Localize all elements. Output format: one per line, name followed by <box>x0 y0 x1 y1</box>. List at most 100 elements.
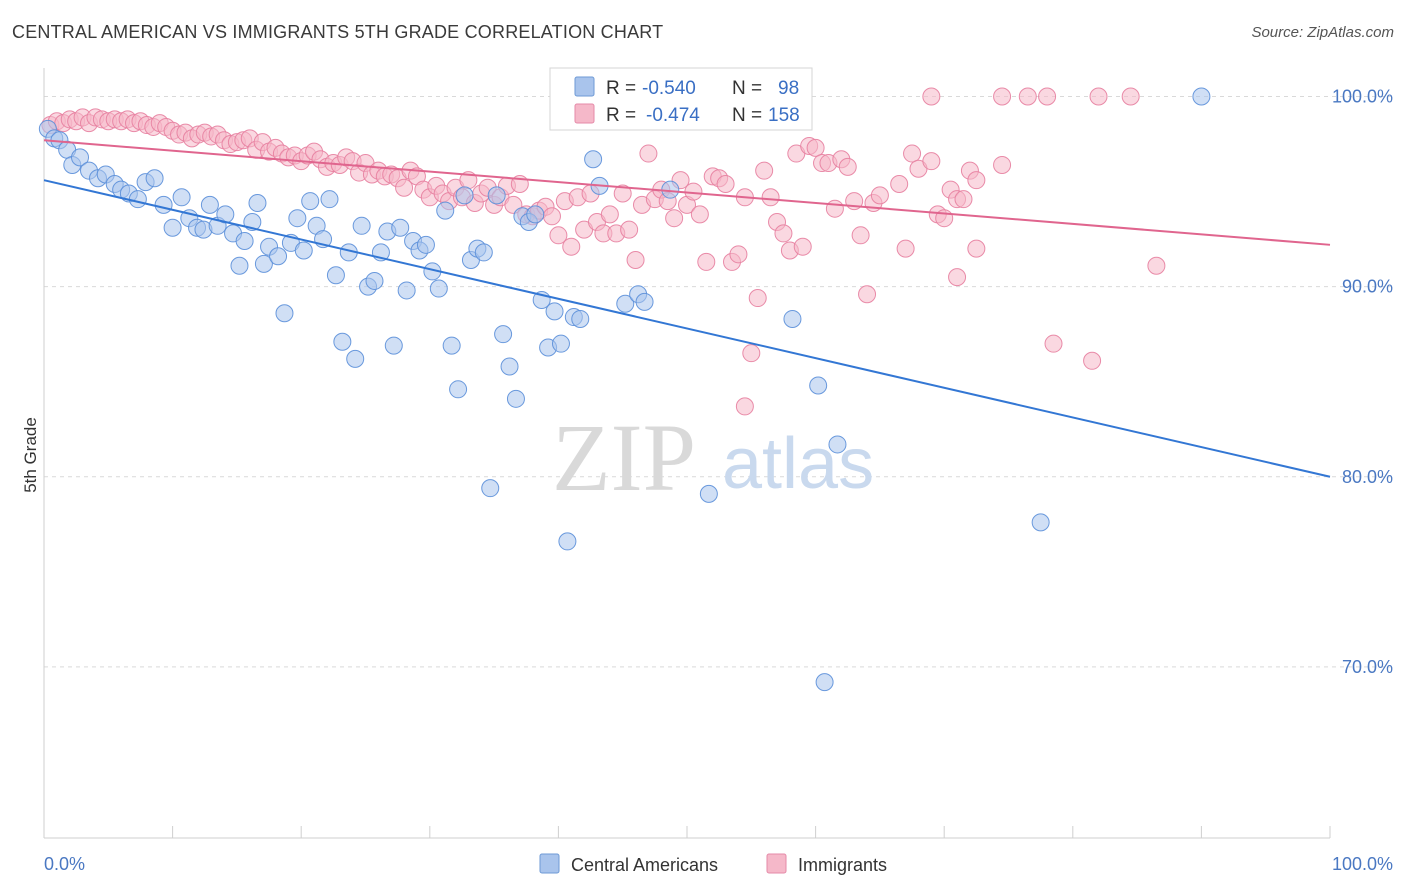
central-american-point <box>346 349 365 368</box>
y-tick-label: 100.0% <box>1332 87 1393 107</box>
central-american-point <box>397 281 416 300</box>
immigrant-point <box>948 268 967 287</box>
series-immigrants <box>41 87 1166 416</box>
central-american-point <box>551 334 570 353</box>
immigrant-point <box>903 144 922 163</box>
bottom-legend-label-immigrants: Immigrants <box>798 855 887 875</box>
trend-line-central-americans <box>43 179 1331 478</box>
central-american-point <box>500 357 519 376</box>
immigrant-point <box>761 188 780 207</box>
central-american-point <box>1031 513 1050 532</box>
central-american-point <box>254 254 273 273</box>
central-american-point <box>235 232 254 251</box>
legend-r-label-immigrants: R = <box>606 105 636 126</box>
central-american-point <box>526 205 545 224</box>
immigrant-point <box>1018 87 1037 106</box>
immigrant-point <box>716 174 735 193</box>
trend-line-immigrants <box>43 139 1331 246</box>
immigrant-point <box>774 224 793 243</box>
immigrant-point <box>742 344 761 363</box>
central-american-point <box>1192 87 1211 106</box>
central-american-point <box>200 195 219 214</box>
immigrant-point <box>922 87 941 106</box>
central-american-point <box>436 201 455 220</box>
immigrant-point <box>838 157 857 176</box>
central-american-point <box>584 150 603 169</box>
legend-n-label-central: N = <box>732 78 762 99</box>
y-axis-label: 5th Grade <box>21 417 40 493</box>
central-american-point <box>128 190 147 209</box>
central-american-point <box>154 195 173 214</box>
central-american-point <box>294 241 313 260</box>
central-american-point <box>815 673 834 692</box>
central-american-point <box>269 247 288 266</box>
immigrant-point <box>851 226 870 245</box>
central-american-point <box>320 190 339 209</box>
central-american-point <box>391 218 410 237</box>
watermark-atlas-text: atlas <box>722 424 874 504</box>
immigrant-point <box>993 87 1012 106</box>
immigrant-point <box>806 138 825 157</box>
immigrant-point <box>1083 351 1102 370</box>
immigrant-point <box>562 237 581 256</box>
central-american-point <box>699 484 718 503</box>
legend-r-value-immigrants: -0.474 <box>646 105 700 126</box>
central-american-point <box>494 325 513 344</box>
immigrant-point <box>620 220 639 239</box>
immigrant-point <box>922 152 941 171</box>
central-american-point <box>333 332 352 351</box>
central-american-point <box>571 309 590 328</box>
series-central-americans <box>38 87 1211 692</box>
y-tick-label: 70.0% <box>1342 657 1393 677</box>
central-american-point <box>145 169 164 188</box>
central-american-point <box>783 309 802 328</box>
central-american-point <box>384 336 403 355</box>
watermark: ZIP atlas <box>552 404 874 511</box>
source-credit: Source: ZipAtlas.com <box>1251 24 1394 41</box>
immigrant-point <box>890 174 909 193</box>
legend-n-label-immigrants: N = <box>732 105 762 126</box>
central-american-point <box>635 292 654 311</box>
bottom-legend-label-central: Central Americans <box>571 855 718 875</box>
central-american-point <box>275 304 294 323</box>
central-american-point <box>288 209 307 228</box>
central-american-point <box>661 180 680 199</box>
immigrant-point <box>1038 87 1057 106</box>
legend-r-label-central: R = <box>606 78 636 99</box>
y-tick-labels: 100.0% 90.0% 80.0% 70.0% <box>1332 87 1393 677</box>
bottom-legend-swatch-immigrants <box>766 853 787 874</box>
central-american-point <box>506 389 525 408</box>
central-american-point <box>474 243 493 262</box>
central-american-point <box>352 216 371 235</box>
central-american-point <box>416 235 435 254</box>
immigrant-point <box>1044 334 1063 353</box>
immigrant-point <box>870 186 889 205</box>
watermark-zip-text: ZIP <box>552 404 696 511</box>
central-american-point <box>301 192 320 211</box>
immigrant-point <box>697 252 716 271</box>
immigrant-point <box>967 171 986 190</box>
central-american-point <box>163 218 182 237</box>
immigrant-point <box>613 184 632 203</box>
central-american-point <box>429 279 448 298</box>
legend: R = -0.540 N = 98 R = -0.474 N = 158 <box>549 67 813 131</box>
legend-swatch-immigrants <box>574 103 595 124</box>
central-american-point <box>809 376 828 395</box>
y-tick-label: 80.0% <box>1342 467 1393 487</box>
immigrant-point <box>639 144 658 163</box>
immigrant-point <box>755 161 774 180</box>
immigrant-point <box>542 207 561 226</box>
immigrant-point <box>993 155 1012 174</box>
central-american-point <box>172 188 191 207</box>
immigrant-point <box>748 289 767 308</box>
axes <box>43 68 1331 839</box>
central-american-point <box>616 294 635 313</box>
y-tick-label: 90.0% <box>1342 277 1393 297</box>
legend-r-value-central: -0.540 <box>642 78 696 99</box>
immigrant-point <box>626 251 645 270</box>
immigrant-point <box>549 226 568 245</box>
immigrant-point <box>1147 256 1166 275</box>
central-american-point <box>326 266 345 285</box>
central-american-point <box>828 435 847 454</box>
